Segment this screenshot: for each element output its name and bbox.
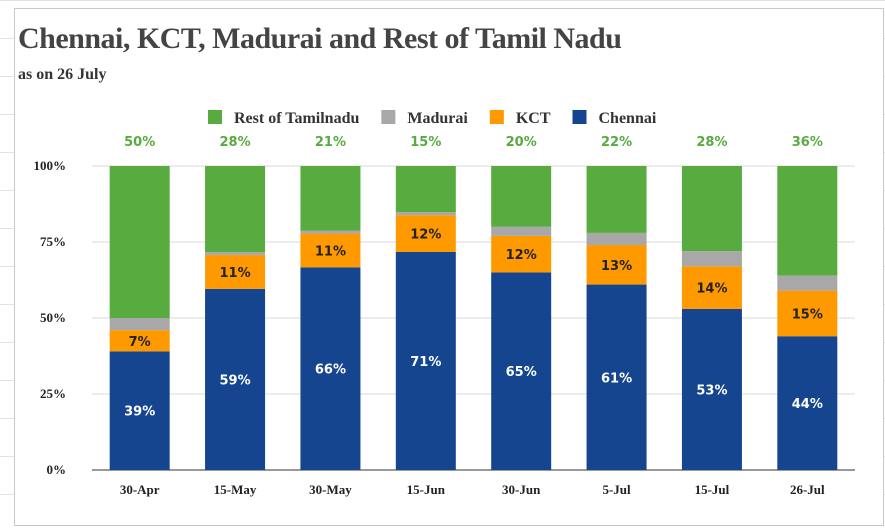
bar-segment-madurai (300, 230, 361, 234)
data-label: 15% (792, 307, 823, 322)
data-label: 53% (696, 383, 727, 398)
data-label: 28% (696, 135, 727, 150)
bar-segment-kct (300, 233, 361, 268)
bar-segment-kct (491, 235, 552, 273)
y-tick-label: 75% (40, 234, 66, 249)
data-label: 59% (220, 373, 251, 388)
data-label: 7% (129, 335, 151, 350)
data-label: 65% (506, 365, 537, 380)
bar-segment-kct (586, 245, 647, 285)
bar-segment-rest-of-tamilnadu (300, 166, 361, 231)
bar-segment-rest-of-tamilnadu (681, 166, 742, 252)
data-label: 44% (792, 397, 823, 412)
bar-segment-madurai (205, 251, 266, 256)
chart-subtitle: as on 26 July (18, 66, 107, 83)
bar-segment-chennai (681, 308, 742, 470)
x-tick-label: 15-Jun (407, 482, 446, 497)
bar-segment-chennai (205, 288, 266, 470)
bar-segment-kct (777, 290, 838, 337)
data-label: 13% (601, 259, 632, 274)
legend-swatch (489, 110, 504, 124)
data-label: 14% (696, 282, 727, 297)
data-label: 11% (220, 266, 251, 281)
legend-label: Chennai (599, 110, 657, 127)
bar-segment-madurai (395, 212, 456, 216)
y-tick-label: 100% (34, 158, 67, 173)
y-tick-label: 50% (40, 310, 66, 325)
x-tick-label: 26-Jul (790, 482, 825, 497)
legend-swatch (572, 110, 587, 124)
data-label: 50% (124, 135, 155, 150)
data-label: 15% (410, 135, 441, 150)
x-tick-label: 5-Jul (602, 482, 631, 497)
bar-segment-chennai (109, 351, 170, 470)
bar-segment-madurai (109, 318, 170, 331)
bar-segment-chennai (777, 336, 838, 470)
bar-segment-chennai (395, 251, 456, 470)
bar-segment-kct (109, 330, 170, 352)
bar-segment-madurai (491, 226, 552, 236)
data-label: 39% (124, 405, 155, 420)
bar-segment-madurai (586, 232, 647, 246)
bar-segment-kct (205, 255, 266, 289)
bar-segment-chennai (491, 272, 552, 470)
bar-segment-rest-of-tamilnadu (586, 166, 647, 233)
x-tick-label: 15-May (214, 482, 257, 497)
data-label: 66% (315, 363, 346, 378)
x-tick-label: 30-Apr (120, 482, 160, 497)
data-label: 36% (792, 135, 823, 150)
bar-segment-madurai (777, 275, 838, 291)
data-label: 71% (410, 355, 441, 370)
bar-segment-kct (681, 266, 742, 309)
data-label: 11% (315, 244, 346, 259)
y-tick-label: 0% (47, 462, 67, 477)
bar-segment-madurai (681, 251, 742, 267)
legend-label: Rest of Tamilnadu (234, 110, 359, 127)
data-label: 28% (220, 135, 251, 150)
data-label: 12% (506, 248, 537, 263)
bar-segment-rest-of-tamilnadu (205, 166, 266, 252)
bar-segment-chennai (300, 267, 361, 470)
data-label: 12% (410, 228, 441, 243)
chart-title: Chennai, KCT, Madurai and Rest of Tamil … (18, 22, 622, 55)
bar-segment-rest-of-tamilnadu (777, 166, 838, 276)
bar-segment-rest-of-tamilnadu (395, 166, 456, 213)
y-tick-label: 25% (40, 386, 66, 401)
bar-segment-kct (395, 215, 456, 252)
data-label: 21% (315, 135, 346, 150)
bar-segment-rest-of-tamilnadu (109, 166, 170, 318)
bar-segment-rest-of-tamilnadu (491, 166, 552, 227)
data-label: 61% (601, 371, 632, 386)
legend-label: Madurai (407, 110, 468, 127)
data-label: 20% (506, 135, 537, 150)
data-label: 22% (601, 135, 632, 150)
legend-swatch (208, 110, 222, 124)
legend-swatch (381, 110, 396, 124)
x-tick-label: 30-Jun (502, 482, 541, 497)
x-tick-label: 30-May (309, 482, 352, 497)
x-tick-label: 15-Jul (695, 482, 730, 497)
bar-segment-chennai (586, 284, 647, 470)
legend-label: KCT (516, 110, 551, 127)
